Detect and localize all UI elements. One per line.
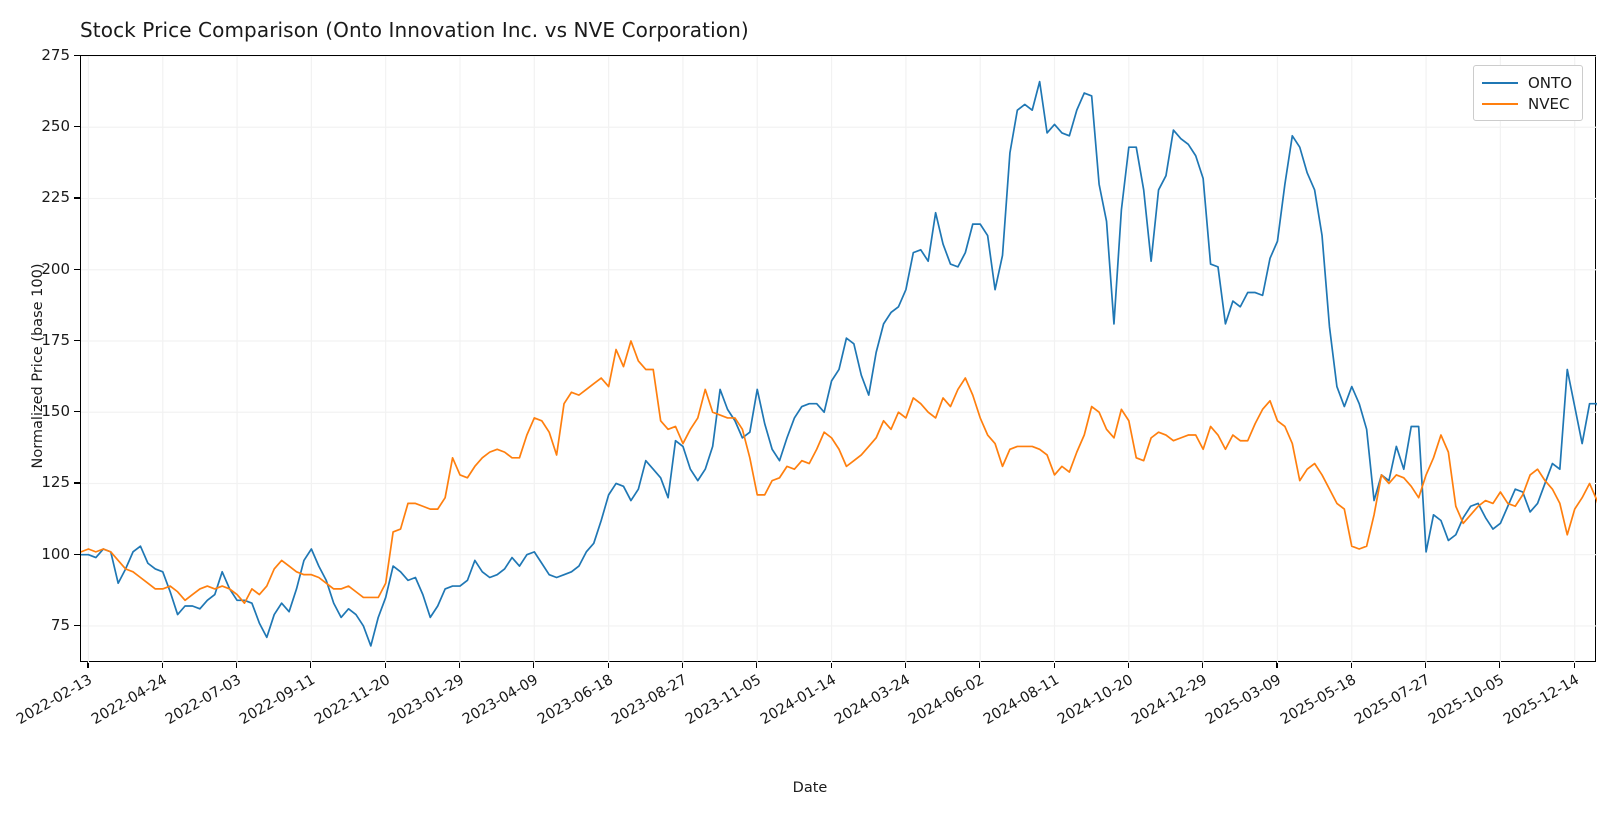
legend-entry-nvec[interactable]: NVEC (1482, 93, 1572, 114)
y-tick-label: 125 (41, 473, 70, 492)
y-tick-label: 175 (41, 330, 70, 349)
plot-area: ONTO NVEC (80, 55, 1597, 663)
x-tick-mark (681, 662, 684, 668)
legend-label: NVEC (1528, 94, 1570, 113)
y-tick-label: 250 (41, 117, 70, 136)
x-tick-mark (979, 662, 981, 668)
plot-svg (81, 56, 1597, 663)
legend-entry-onto[interactable]: ONTO (1482, 72, 1572, 93)
legend-swatch-nvec (1482, 102, 1518, 105)
y-tick-label: 275 (41, 46, 70, 64)
y-axis-label: Normalized Price (base 100) (30, 263, 46, 469)
y-tick-mark (74, 126, 80, 128)
x-tick-mark (310, 662, 312, 668)
x-tick-mark (1127, 662, 1129, 668)
x-tick-mark (87, 662, 89, 668)
x-tick-mark (384, 662, 386, 668)
x-tick-mark (1276, 662, 1278, 668)
y-tick-label: 75 (50, 615, 70, 634)
y-tick-label: 225 (41, 188, 70, 207)
y-tick-mark (74, 624, 80, 627)
x-tick-mark (756, 662, 758, 668)
y-tick-label: 100 (41, 544, 70, 563)
x-tick-mark (459, 662, 461, 668)
x-tick-mark (1350, 662, 1352, 668)
x-tick-mark (904, 662, 906, 668)
x-tick-mark (533, 662, 535, 668)
y-tick-label: 200 (41, 259, 70, 278)
y-tick-mark (74, 553, 80, 555)
chart-legend[interactable]: ONTO NVEC (1473, 65, 1583, 121)
legend-swatch-onto (1482, 81, 1518, 84)
y-tick-mark (74, 268, 80, 270)
x-tick-mark (1573, 662, 1575, 668)
y-tick-mark (74, 339, 80, 342)
chart-title: Stock Price Comparison (Onto Innovation … (80, 18, 749, 42)
y-tick-mark (74, 482, 80, 484)
y-tick-mark (74, 55, 80, 57)
y-tick-label: 150 (41, 402, 70, 421)
y-tick-mark (74, 411, 80, 413)
y-tick-mark (74, 197, 80, 199)
x-tick-mark (1425, 662, 1427, 668)
x-tick-mark (1053, 662, 1055, 668)
series-line-onto (81, 80, 1597, 647)
x-tick-mark (236, 662, 238, 668)
x-tick-mark (161, 662, 163, 668)
legend-label: ONTO (1528, 73, 1572, 92)
x-tick-mark (607, 662, 609, 668)
series-line-nvec (81, 340, 1597, 605)
x-axis-label: Date (792, 780, 828, 796)
x-tick-mark (830, 662, 832, 668)
x-tick-mark (1202, 662, 1204, 668)
x-tick-mark (1499, 662, 1501, 668)
